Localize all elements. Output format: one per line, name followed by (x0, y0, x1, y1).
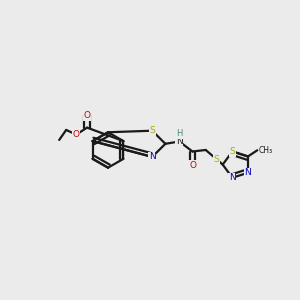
Text: S: S (214, 155, 219, 164)
Text: N: N (176, 137, 183, 146)
Text: N: N (244, 168, 251, 177)
Text: S: S (149, 126, 155, 135)
Text: H: H (176, 129, 182, 138)
Text: O: O (189, 161, 196, 170)
Text: O: O (84, 111, 91, 120)
Text: O: O (73, 130, 80, 139)
Text: N: N (229, 173, 236, 182)
Text: CH₃: CH₃ (259, 146, 273, 155)
Text: N: N (149, 152, 156, 161)
Text: S: S (230, 147, 235, 156)
